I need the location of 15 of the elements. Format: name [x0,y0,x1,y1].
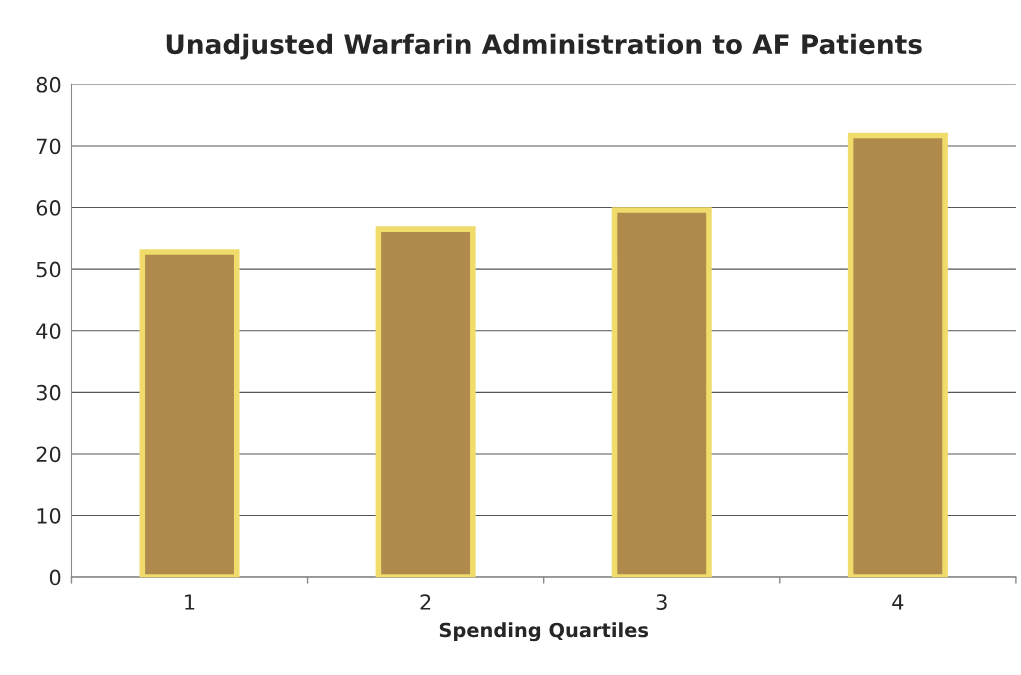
x-tick-label: 2 [420,594,431,610]
y-tick-label: 10 [37,507,61,524]
y-tick-label: 60 [36,200,61,216]
y-tick-label: 50 [36,261,61,278]
x-tick-label: 3 [656,594,667,610]
y-tick-label: 20 [36,446,61,463]
y-tick-label: 70 [36,138,61,155]
y-tick-label: 0 [49,569,61,586]
chart-title: Unadjusted Warfarin Administration to AF Patients [166,33,922,60]
x-axis-title: Spending Quartiles [439,622,649,642]
x-tick-label: 4 [892,594,904,610]
x-tick-label: 1 [185,594,195,610]
y-tick-label: 80 [36,76,61,93]
y-tick-label: 40 [36,323,61,339]
y-tick-label: 30 [36,384,61,401]
